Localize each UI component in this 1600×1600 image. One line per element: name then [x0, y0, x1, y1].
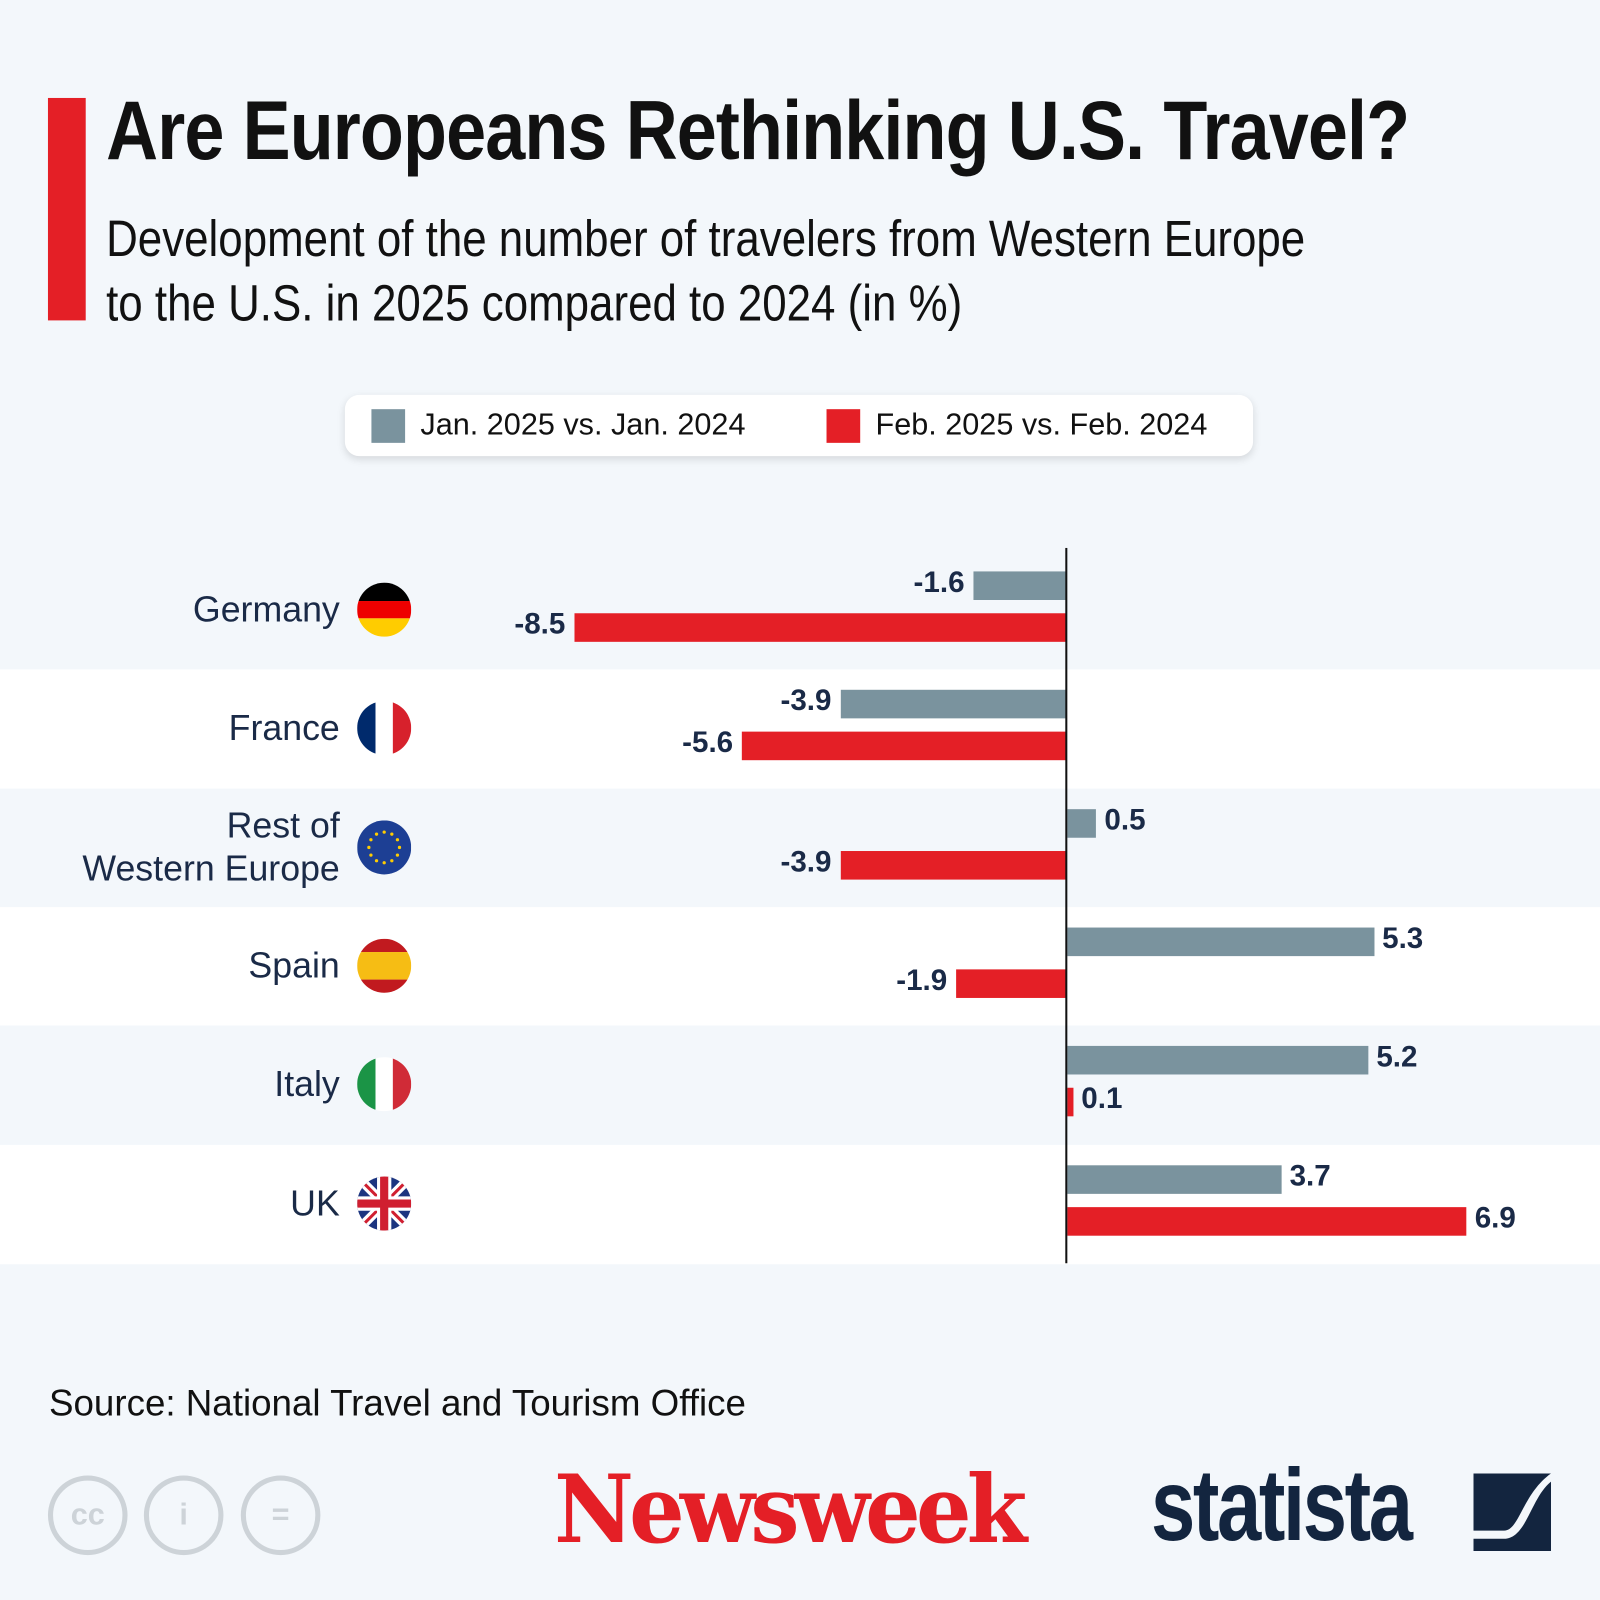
bar — [742, 731, 1067, 761]
bar — [840, 850, 1067, 880]
category-label-line: Germany — [192, 589, 340, 630]
data-label: -1.9 — [896, 964, 948, 997]
subtitle-line: Development of the number of travelers f… — [106, 210, 1306, 268]
data-label: -8.5 — [514, 608, 566, 641]
uk-flag-icon — [357, 1176, 412, 1231]
data-label: -3.9 — [780, 684, 832, 718]
statista-mark-icon — [1473, 1473, 1552, 1552]
legend-label: Jan. 2025 vs. Jan. 2024 — [420, 408, 746, 442]
zero-axis — [1065, 547, 1068, 1264]
legend-item-feb: Feb. 2025 vs. Feb. 2024 — [826, 408, 1208, 443]
subtitle-line: to the U.S. in 2025 compared to 2024 (in… — [106, 274, 963, 332]
legend: Jan. 2025 vs. Jan. 2024 Feb. 2025 vs. Fe… — [344, 394, 1254, 457]
data-label: 6.9 — [1474, 1201, 1516, 1235]
source-note: Source: National Travel and Tourism Offi… — [48, 1381, 746, 1424]
category-row: Rest of Western Europe 0.5 -3.9 — [0, 788, 1600, 908]
category-label-line: France — [228, 708, 340, 749]
bar — [956, 969, 1067, 998]
category-label-line: Rest of — [226, 805, 340, 846]
data-label: -3.9 — [780, 845, 832, 879]
category-row: France -3.9 -5.6 — [0, 669, 1600, 790]
data-label: -5.6 — [682, 726, 734, 760]
category-label-line: Italy — [274, 1064, 340, 1105]
data-label: -1.6 — [913, 566, 965, 599]
category-row: Germany -1.6 -8.5 — [0, 551, 1600, 671]
chart-subtitle: Development of the number of travelers f… — [106, 207, 1305, 336]
statista-logo: statista — [1151, 1447, 1413, 1563]
germany-flag-icon — [357, 582, 412, 637]
data-label: 5.3 — [1382, 922, 1424, 955]
category-label: UK — [290, 1182, 340, 1225]
data-label: 0.5 — [1104, 803, 1146, 837]
bar — [574, 613, 1067, 642]
bar — [1067, 1206, 1467, 1236]
category-row: Italy 5.2 0.1 — [0, 1025, 1600, 1146]
legend-swatch — [826, 408, 861, 443]
italy-flag-icon — [357, 1057, 412, 1112]
category-label: France — [229, 707, 340, 750]
bar — [1067, 1164, 1282, 1194]
legend-label: Feb. 2025 vs. Feb. 2024 — [875, 408, 1208, 442]
bar — [1067, 1087, 1074, 1117]
data-label: 5.2 — [1376, 1040, 1418, 1074]
accent-bar — [47, 97, 86, 321]
category-label-line: Spain — [248, 945, 340, 986]
category-label: Rest of Western Europe — [82, 805, 339, 891]
legend-swatch — [371, 408, 406, 443]
cc-icon: cc — [47, 1475, 128, 1556]
spain-flag-icon — [357, 938, 412, 993]
no-derivatives-icon: = — [240, 1475, 321, 1556]
data-label: 3.7 — [1289, 1159, 1331, 1193]
bar — [1067, 1046, 1369, 1075]
bar — [973, 571, 1067, 600]
category-label-line: UK — [290, 1183, 340, 1223]
data-label: 0.1 — [1081, 1082, 1123, 1116]
category-row: UK 3.7 6.9 — [0, 1144, 1600, 1264]
chart-title: Are Europeans Rethinking U.S. Travel? — [106, 84, 1410, 178]
newsweek-logo: Newsweek — [554, 1454, 1027, 1565]
category-label: Spain — [248, 945, 339, 988]
bar — [1067, 808, 1097, 838]
attribution-icon: i — [143, 1475, 224, 1556]
bar — [840, 690, 1067, 719]
category-label-line: Western Europe — [82, 848, 340, 889]
legend-item-jan: Jan. 2025 vs. Jan. 2024 — [371, 408, 745, 443]
category-row: Spain 5.3 -1.9 — [0, 907, 1600, 1027]
bar — [1067, 927, 1374, 957]
eu-flag-icon — [357, 819, 412, 875]
category-label: Italy — [274, 1063, 340, 1106]
category-label: Germany — [193, 589, 340, 632]
france-flag-icon — [357, 701, 412, 756]
